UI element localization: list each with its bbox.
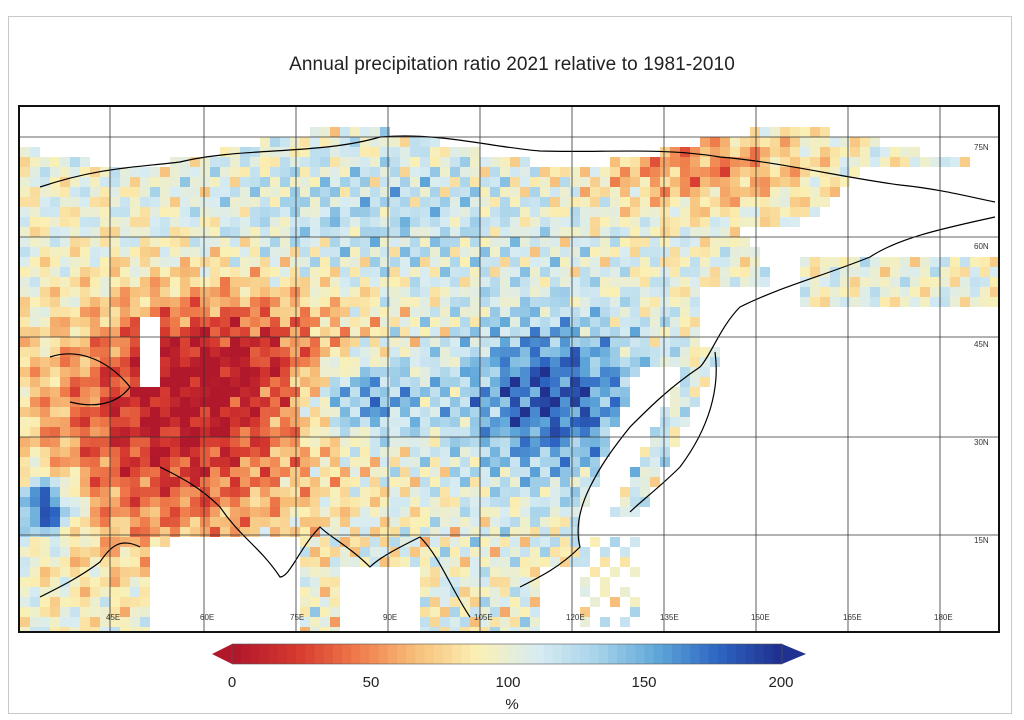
colorbar-extend-low: [212, 644, 232, 664]
longitude-label: 135E: [660, 613, 679, 622]
longitude-label: 90E: [383, 613, 398, 622]
latitude-label: 15N: [974, 536, 989, 545]
longitude-label: 120E: [566, 613, 585, 622]
colorbar-unit: %: [505, 696, 519, 713]
longitude-label: 75E: [290, 613, 305, 622]
longitude-label: 45E: [106, 613, 121, 622]
longitude-label: 180E: [934, 613, 953, 622]
latitude-label: 45N: [974, 340, 989, 349]
colorbar-tick: 200: [768, 674, 794, 691]
latitude-label: 30N: [974, 438, 989, 447]
coastline: [39, 135, 996, 618]
graticule: [20, 107, 998, 631]
precipitation-cells: [20, 127, 998, 631]
longitude-label: 165E: [843, 613, 862, 622]
colorbar-tick: 100: [495, 674, 521, 691]
colorbar: [212, 643, 806, 665]
colorbar-extend-high: [782, 644, 806, 664]
longitude-label: 105E: [474, 613, 493, 622]
precipitation-map: [18, 105, 1000, 633]
colorbar-tick: 50: [362, 674, 380, 691]
latitude-label: 60N: [974, 242, 989, 251]
latitude-label: 75N: [974, 143, 989, 152]
map-canvas: [20, 107, 998, 631]
longitude-label: 150E: [751, 613, 770, 622]
colorbar-tick: 0: [227, 674, 237, 691]
map-title: Annual precipitation ratio 2021 relative…: [289, 54, 735, 75]
longitude-label: 60E: [200, 613, 215, 622]
colorbar-tick: 150: [631, 674, 657, 691]
